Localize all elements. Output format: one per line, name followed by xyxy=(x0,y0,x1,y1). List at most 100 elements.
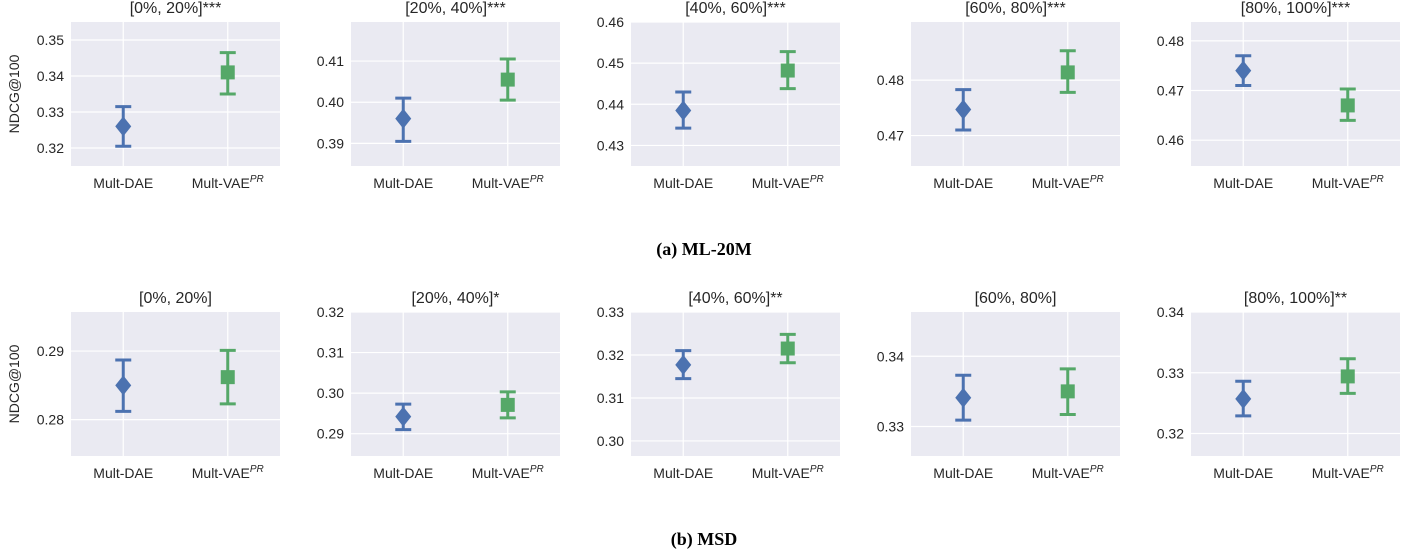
y-tick-label: 0.32 xyxy=(1157,426,1184,442)
chart-panels: 0.32 0.33 0.34 0.35 [0%, 20%]*** NDCG@100 Mult… xyxy=(6,0,1400,481)
x-tick-label: Mult-DAE xyxy=(373,175,433,191)
error-bar-mult-vae xyxy=(219,51,236,96)
chart-title: [60%, 80%] xyxy=(975,290,1057,307)
x-tick-label: Mult-DAE xyxy=(93,465,153,481)
x-tick-label: Mult-DAE xyxy=(653,465,713,481)
y-axis-label: NDCG@100 xyxy=(6,344,22,423)
error-bar-mult-dae xyxy=(115,358,132,413)
chart-title: [0%, 20%] xyxy=(139,290,212,307)
y-tick-label: 0.33 xyxy=(877,418,904,434)
y-tick-label: 0.41 xyxy=(317,53,344,69)
y-tick-label: 0.48 xyxy=(877,72,904,88)
data-point-diamond xyxy=(395,406,412,427)
y-tick-label: 0.44 xyxy=(597,96,624,112)
error-bar-mult-vae xyxy=(499,57,516,102)
x-tick-label: Mult-DAE xyxy=(1213,465,1273,481)
x-tick-label: Mult-DAE xyxy=(933,465,993,481)
plot-area xyxy=(1191,312,1400,456)
data-point-square xyxy=(1340,369,1355,384)
chart-panel: 0.32 0.33 0.34 [80%, 100%]** Mult-DAE Mult-VA… xyxy=(1157,290,1400,481)
x-tick-label: Mult-VAEPR xyxy=(192,174,264,191)
data-point-square xyxy=(1060,384,1075,399)
data-point-diamond xyxy=(115,375,132,396)
data-point-diamond xyxy=(955,387,972,408)
data-point-square xyxy=(1340,98,1355,113)
data-point-diamond xyxy=(1235,388,1252,409)
plot-area xyxy=(351,22,560,166)
y-tick-label: 0.31 xyxy=(597,390,624,406)
y-tick-label: 0.33 xyxy=(1157,365,1184,381)
chart-panel: 0.43 0.44 0.45 0.46 [40%, 60%]*** Mult-DAE Mul… xyxy=(597,0,840,191)
plot-area xyxy=(1191,22,1400,166)
error-bar-mult-vae xyxy=(499,390,516,420)
plot-area xyxy=(71,22,280,166)
x-tick-label: Mult-DAE xyxy=(93,175,153,191)
y-tick-label: 0.34 xyxy=(877,348,904,364)
data-point-diamond xyxy=(675,100,692,121)
error-bar-mult-dae xyxy=(1235,379,1252,418)
caption-a: (a) ML-20M xyxy=(656,239,751,260)
chart-panel: 0.47 0.48 [60%, 80%]*** Mult-DAE Mult-VAEPR xyxy=(877,0,1120,191)
chart-panel: 0.30 0.31 0.32 0.33 [40%, 60%]** Mult-DAE Mult… xyxy=(597,290,840,481)
y-tick-label: 0.29 xyxy=(317,426,344,442)
chart-title: [0%, 20%]*** xyxy=(130,0,222,17)
plot-area xyxy=(351,312,560,456)
error-bar-mult-dae xyxy=(675,90,692,130)
error-bar-mult-vae xyxy=(1339,87,1356,122)
chart-title: [80%, 100%]** xyxy=(1244,290,1347,307)
data-point-diamond xyxy=(115,116,132,137)
y-tick-label: 0.28 xyxy=(37,412,64,428)
y-tick-label: 0.34 xyxy=(1157,304,1184,320)
plot-area xyxy=(911,22,1120,166)
error-bar-mult-vae xyxy=(1059,367,1076,417)
data-point-diamond xyxy=(1235,60,1252,81)
y-tick-label: 0.32 xyxy=(317,304,344,320)
error-bar-mult-vae xyxy=(779,332,796,365)
y-tick-label: 0.32 xyxy=(597,347,624,363)
y-tick-label: 0.46 xyxy=(597,14,624,30)
x-tick-label: Mult-VAEPR xyxy=(472,174,544,191)
x-tick-label: Mult-DAE xyxy=(653,175,713,191)
data-point-diamond xyxy=(955,99,972,120)
y-tick-label: 0.30 xyxy=(597,433,624,449)
error-bar-mult-vae xyxy=(219,348,236,406)
y-tick-label: 0.29 xyxy=(37,343,64,359)
data-point-square xyxy=(500,72,515,87)
y-tick-label: 0.33 xyxy=(597,304,624,320)
y-axis-label: NDCG@100 xyxy=(6,54,22,133)
data-point-diamond xyxy=(675,354,692,375)
error-bar-mult-vae xyxy=(1059,49,1076,94)
plot-area xyxy=(71,312,280,456)
y-tick-label: 0.40 xyxy=(317,94,344,110)
chart-panel: 0.28 0.29 [0%, 20%] NDCG@100 Mult-DAE Mult-VA… xyxy=(6,290,280,481)
chart-title: [40%, 60%]*** xyxy=(685,0,786,17)
chart-title: [40%, 60%]** xyxy=(688,290,782,307)
plot-area xyxy=(631,22,840,166)
x-tick-label: Mult-VAEPR xyxy=(752,464,824,481)
x-tick-label: Mult-DAE xyxy=(373,465,433,481)
x-tick-label: Mult-VAEPR xyxy=(1032,464,1104,481)
x-tick-label: Mult-DAE xyxy=(933,175,993,191)
error-bar-mult-dae xyxy=(675,349,692,381)
y-tick-label: 0.34 xyxy=(37,68,64,84)
data-point-square xyxy=(780,63,795,78)
chart-title: [80%, 100%]*** xyxy=(1241,0,1350,17)
y-tick-label: 0.35 xyxy=(37,32,64,48)
error-bar-mult-dae xyxy=(955,373,972,422)
error-bar-mult-dae xyxy=(395,402,412,432)
x-tick-label: Mult-VAEPR xyxy=(752,174,824,191)
chart-panel: 0.39 0.40 0.41 [20%, 40%]*** Mult-DAE Mult-VA… xyxy=(317,0,560,191)
data-point-square xyxy=(1060,65,1075,80)
y-tick-label: 0.47 xyxy=(877,128,904,144)
y-tick-label: 0.43 xyxy=(597,137,624,153)
chart-title: [20%, 40%]*** xyxy=(405,0,506,17)
data-point-square xyxy=(780,341,795,356)
error-bar-mult-dae xyxy=(1235,54,1252,88)
error-bar-mult-vae xyxy=(1339,357,1356,395)
data-point-square xyxy=(220,65,235,80)
chart-panel: 0.33 0.34 [60%, 80%] Mult-DAE Mult-VAEPR xyxy=(877,290,1120,481)
y-tick-label: 0.31 xyxy=(317,345,344,361)
plot-area xyxy=(911,312,1120,456)
plot-area xyxy=(631,312,840,456)
x-tick-label: Mult-DAE xyxy=(1213,175,1273,191)
